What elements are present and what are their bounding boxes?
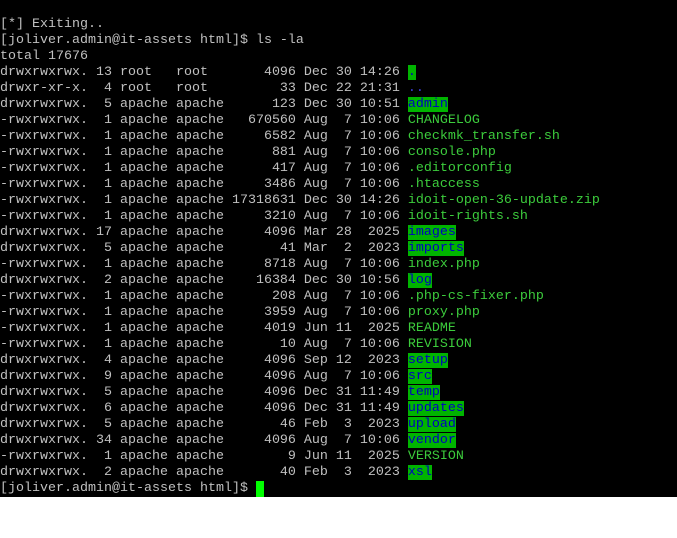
listing-row: drwxrwxrwx. 5 apache apache 46 Feb 3 202… [0, 417, 600, 433]
file-name: CHANGELOG [407, 113, 480, 128]
output-line: [*] Exiting.. [0, 17, 104, 32]
directory-name: upload [407, 417, 456, 432]
prompt: [joliver.admin@it-assets html]$ [0, 481, 256, 496]
directory-name: images [407, 225, 456, 240]
file-name: index.php [407, 257, 480, 272]
file-name: README [407, 321, 456, 336]
command-line: [joliver.admin@it-assets html]$ ls -la [0, 33, 304, 48]
directory-name: vendor [407, 433, 456, 448]
listing-row: -rwxrwxrwx. 1 apache apache 4019 Jun 11 … [0, 321, 600, 337]
listing-row: -rwxrwxrwx. 1 apache apache 8718 Aug 7 1… [0, 257, 600, 273]
listing-row: -rwxrwxrwx. 1 apache apache 6582 Aug 7 1… [0, 129, 600, 145]
entry-meta: drwxr-xr-x. 4 root root 33 Dec 22 21:31 [0, 81, 408, 96]
entry-meta: drwxrwxrwx. 2 apache apache 16384 Dec 30… [0, 273, 408, 288]
listing-row: -rwxrwxrwx. 1 apache apache 3210 Aug 7 1… [0, 209, 600, 225]
listing-row: -rwxrwxrwx. 1 apache apache 417 Aug 7 10… [0, 161, 600, 177]
entry-meta: -rwxrwxrwx. 1 apache apache 3210 Aug 7 1… [0, 209, 408, 224]
listing-row: drwxrwxrwx. 17 apache apache 4096 Mar 28… [0, 225, 600, 241]
file-name: checkmk_transfer.sh [407, 129, 560, 144]
entry-meta: drwxrwxrwx. 34 apache apache 4096 Aug 7 … [0, 433, 408, 448]
entry-meta: drwxrwxrwx. 6 apache apache 4096 Dec 31 … [0, 401, 408, 416]
listing-row: -rwxrwxrwx. 1 apache apache 670560 Aug 7… [0, 113, 600, 129]
listing-row: -rwxrwxrwx. 1 apache apache 3959 Aug 7 1… [0, 305, 600, 321]
listing-row: drwxrwxrwx. 2 apache apache 16384 Dec 30… [0, 273, 600, 289]
listing-row: drwxrwxrwx. 9 apache apache 4096 Aug 7 1… [0, 369, 600, 385]
directory-name: src [407, 369, 432, 384]
listing-row: drwxrwxrwx. 5 apache apache 123 Dec 30 1… [0, 97, 600, 113]
entry-meta: -rwxrwxrwx. 1 apache apache 17318631 Dec… [0, 193, 408, 208]
entry-meta: -rwxrwxrwx. 1 apache apache 3959 Aug 7 1… [0, 305, 408, 320]
entry-meta: -rwxrwxrwx. 1 apache apache 4019 Jun 11 … [0, 321, 408, 336]
entry-meta: drwxrwxrwx. 17 apache apache 4096 Mar 28… [0, 225, 408, 240]
file-name: .editorconfig [407, 161, 512, 176]
listing-row: drwxrwxrwx. 6 apache apache 4096 Dec 31 … [0, 401, 600, 417]
listing-row: -rwxrwxrwx. 1 apache apache 208 Aug 7 10… [0, 289, 600, 305]
directory-name: updates [407, 401, 464, 416]
directory-name: log [407, 273, 432, 288]
entry-meta: -rwxrwxrwx. 1 apache apache 670560 Aug 7… [0, 113, 408, 128]
file-name: proxy.php [407, 305, 480, 320]
entry-meta: -rwxrwxrwx. 1 apache apache 3486 Aug 7 1… [0, 177, 408, 192]
listing-row: drwxrwxrwx. 4 apache apache 4096 Sep 12 … [0, 353, 600, 369]
entry-meta: -rwxrwxrwx. 1 apache apache 881 Aug 7 10… [0, 145, 408, 160]
entry-meta: -rwxrwxrwx. 1 apache apache 8718 Aug 7 1… [0, 257, 408, 272]
entry-meta: drwxrwxrwx. 5 apache apache 123 Dec 30 1… [0, 97, 408, 112]
file-name: .php-cs-fixer.php [407, 289, 544, 304]
entry-meta: drwxrwxrwx. 5 apache apache 4096 Dec 31 … [0, 385, 408, 400]
cursor [255, 481, 264, 497]
entry-meta: drwxrwxrwx. 13 root root 4096 Dec 30 14:… [0, 65, 408, 80]
listing-row: drwxrwxrwx. 34 apache apache 4096 Aug 7 … [0, 433, 600, 449]
entry-meta: drwxrwxrwx. 4 apache apache 4096 Sep 12 … [0, 353, 408, 368]
file-name: .htaccess [407, 177, 480, 192]
entry-meta: -rwxrwxrwx. 1 apache apache 417 Aug 7 10… [0, 161, 408, 176]
entry-meta: -rwxrwxrwx. 1 apache apache 9 Jun 11 202… [0, 449, 408, 464]
directory-name: . [407, 65, 416, 80]
directory-name: xsl [407, 465, 432, 480]
prompt-line[interactable]: [joliver.admin@it-assets html]$ [0, 481, 600, 497]
file-name: console.php [407, 145, 496, 160]
directory-name: setup [407, 353, 448, 368]
entry-meta: -rwxrwxrwx. 1 apache apache 6582 Aug 7 1… [0, 129, 408, 144]
listing-row: -rwxrwxrwx. 1 apache apache 881 Aug 7 10… [0, 145, 600, 161]
entry-meta: drwxrwxrwx. 5 apache apache 41 Mar 2 202… [0, 241, 408, 256]
listing-row: drwxr-xr-x. 4 root root 33 Dec 22 21:31 … [0, 81, 600, 97]
listing-row: drwxrwxrwx. 2 apache apache 40 Feb 3 202… [0, 465, 600, 481]
terminal-window[interactable]: [*] Exiting.. [joliver.admin@it-assets h… [0, 0, 677, 497]
file-name: REVISION [407, 337, 472, 352]
entry-meta: drwxrwxrwx. 5 apache apache 46 Feb 3 202… [0, 417, 408, 432]
listing-row: drwxrwxrwx. 5 apache apache 4096 Dec 31 … [0, 385, 600, 401]
file-name: idoit-rights.sh [407, 209, 528, 224]
entry-meta: drwxrwxrwx. 2 apache apache 40 Feb 3 202… [0, 465, 408, 480]
listing-row: drwxrwxrwx. 5 apache apache 41 Mar 2 202… [0, 241, 600, 257]
listing-row: drwxrwxrwx. 13 root root 4096 Dec 30 14:… [0, 65, 600, 81]
entry-meta: drwxrwxrwx. 9 apache apache 4096 Aug 7 1… [0, 369, 408, 384]
entry-meta: -rwxrwxrwx. 1 apache apache 208 Aug 7 10… [0, 289, 408, 304]
directory-name: temp [407, 385, 440, 400]
directory-name: .. [407, 81, 424, 96]
directory-name: admin [407, 97, 448, 112]
file-name: VERSION [407, 449, 464, 464]
total-line: total 17676 [0, 49, 88, 64]
listing-row: -rwxrwxrwx. 1 apache apache 10 Aug 7 10:… [0, 337, 600, 353]
directory-name: imports [407, 241, 464, 256]
file-name: idoit-open-36-update.zip [407, 193, 600, 208]
listing-row: -rwxrwxrwx. 1 apache apache 9 Jun 11 202… [0, 449, 600, 465]
listing-row: -rwxrwxrwx. 1 apache apache 3486 Aug 7 1… [0, 177, 600, 193]
listing: drwxrwxrwx. 13 root root 4096 Dec 30 14:… [0, 65, 600, 481]
terminal-output: [*] Exiting.. [joliver.admin@it-assets h… [0, 17, 600, 497]
entry-meta: -rwxrwxrwx. 1 apache apache 10 Aug 7 10:… [0, 337, 408, 352]
listing-row: -rwxrwxrwx. 1 apache apache 17318631 Dec… [0, 193, 600, 209]
